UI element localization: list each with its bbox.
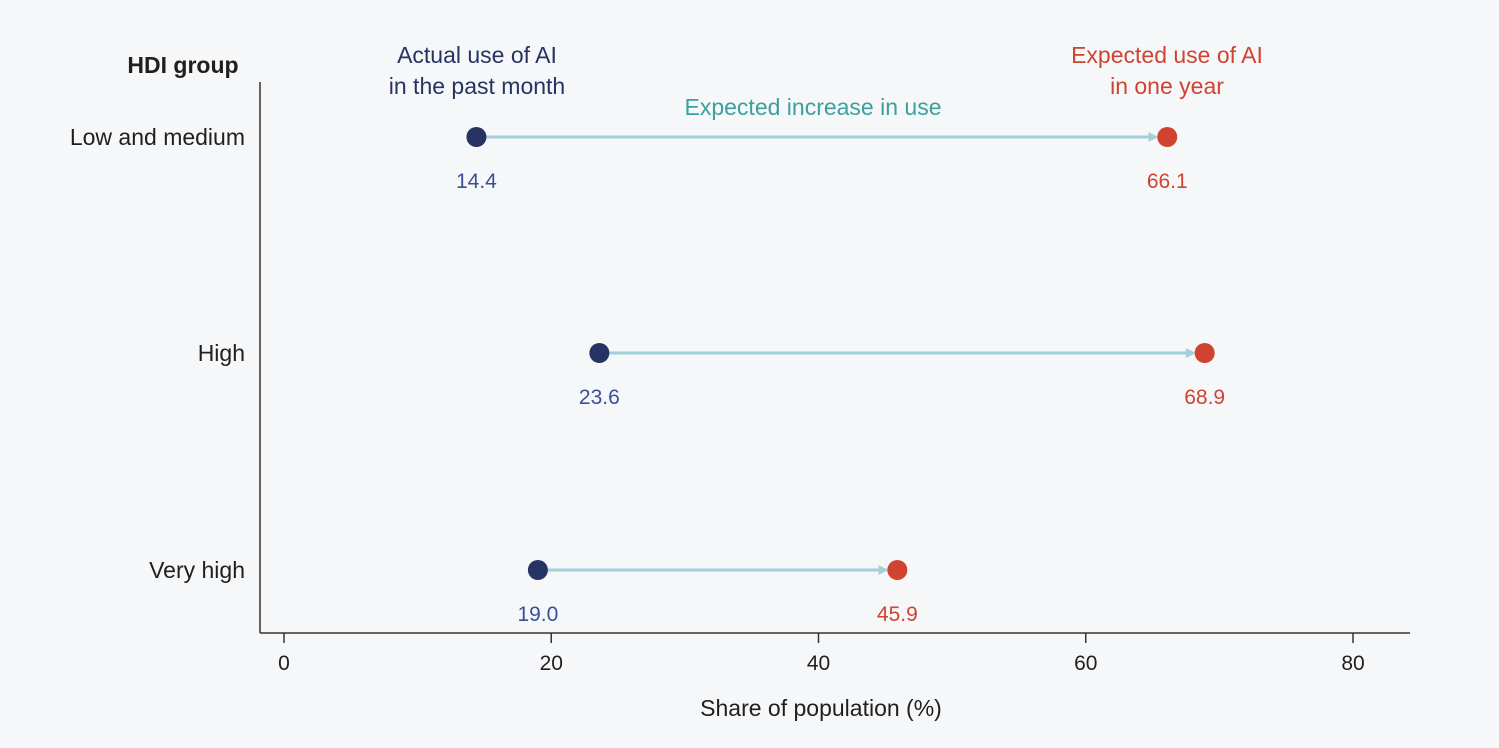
category-label: High bbox=[198, 340, 245, 366]
x-axis-ticks: 0 20 40 60 80 bbox=[278, 633, 1365, 675]
y-axis-title: HDI group bbox=[127, 52, 238, 78]
row-group: Very high 19.0 45.9 bbox=[149, 557, 918, 626]
expected-value-label: 45.9 bbox=[877, 603, 918, 626]
annotation-expected-line2: in one year bbox=[1110, 73, 1224, 99]
expected-value-label: 68.9 bbox=[1184, 386, 1225, 409]
annotation-actual-line2: in the past month bbox=[389, 73, 565, 99]
x-axis-title: Share of population (%) bbox=[700, 695, 942, 721]
row-group: High 23.6 68.9 bbox=[198, 340, 1225, 409]
annotation-actual-line1: Actual use of AI bbox=[397, 42, 557, 68]
x-tick-label: 60 bbox=[1074, 652, 1097, 675]
actual-value-label: 19.0 bbox=[517, 603, 558, 626]
annotation-expected-line1: Expected use of AI bbox=[1071, 42, 1263, 68]
x-tick-label: 80 bbox=[1341, 652, 1364, 675]
x-tick-label: 0 bbox=[278, 652, 290, 675]
x-tick-label: 40 bbox=[807, 652, 830, 675]
actual-value-label: 23.6 bbox=[579, 386, 620, 409]
actual-point bbox=[527, 560, 548, 580]
actual-value-label: 14.4 bbox=[456, 170, 497, 193]
annotation-increase: Expected increase in use bbox=[685, 94, 942, 120]
row-group: Low and medium 14.4 66.1 bbox=[70, 124, 1188, 193]
actual-point bbox=[589, 343, 610, 363]
expected-point bbox=[887, 560, 908, 580]
expected-point bbox=[1194, 343, 1215, 363]
category-label: Low and medium bbox=[70, 124, 245, 150]
category-label: Very high bbox=[149, 557, 245, 583]
actual-point bbox=[466, 127, 487, 147]
chart-rows: Low and medium 14.4 66.1 High 23.6 68.9 Very h… bbox=[70, 124, 1225, 626]
expected-value-label: 66.1 bbox=[1147, 170, 1188, 193]
expected-point bbox=[1157, 127, 1178, 147]
x-tick-label: 20 bbox=[540, 652, 563, 675]
